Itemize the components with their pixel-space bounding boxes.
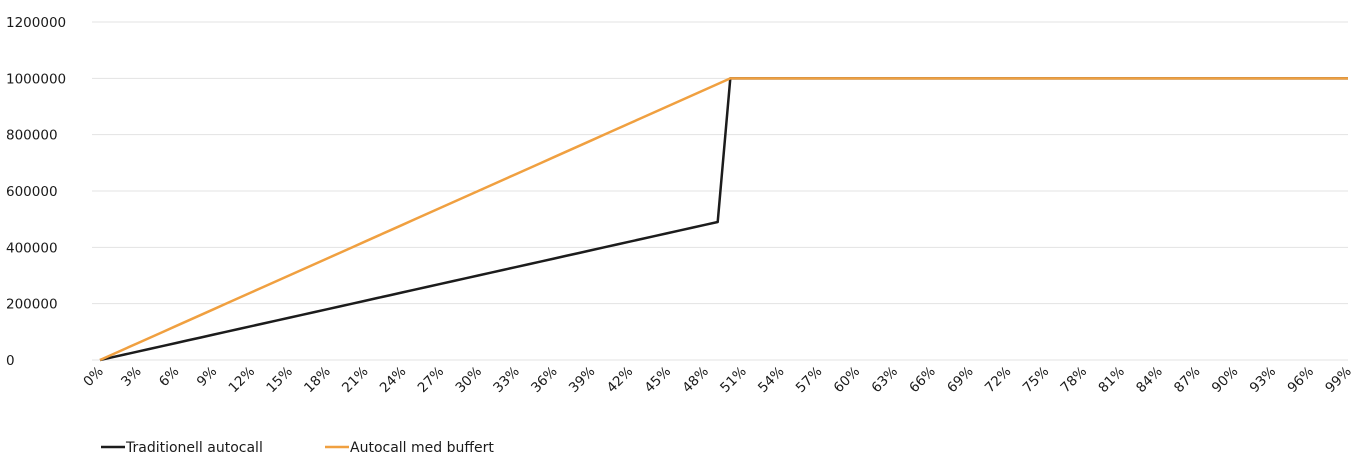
x-tick-label: 60%: [831, 363, 864, 396]
x-tick-label: 15%: [263, 363, 296, 396]
x-tick-label: 72%: [982, 363, 1015, 396]
x-tick-label: 54%: [755, 363, 788, 396]
x-tick-label: 6%: [156, 363, 183, 390]
y-tick-label: 800000: [6, 128, 58, 144]
y-tick-label: 0: [6, 353, 15, 369]
x-tick-label: 9%: [194, 363, 221, 390]
x-tick-label: 42%: [604, 363, 637, 396]
y-tick-label: 1200000: [6, 15, 66, 31]
x-tick-label: 24%: [377, 363, 410, 396]
legend-entry-autocall-med-buffert: Autocall med buffert: [325, 440, 494, 455]
series-lines: [99, 77, 1348, 362]
x-tick-label: 12%: [226, 363, 259, 396]
y-tick-label: 600000: [6, 184, 58, 200]
legend: Traditionell autocall Autocall med buffe…: [101, 440, 494, 455]
x-tick-label: 0%: [80, 363, 107, 390]
series-line-0: [99, 77, 1348, 362]
x-tick-label: 39%: [566, 363, 599, 396]
legend-label-autocall-med-buffert: Autocall med buffert: [350, 440, 494, 455]
x-tick-label: 45%: [642, 363, 675, 396]
x-tick-label: 18%: [301, 363, 334, 396]
y-tick-label: 400000: [6, 240, 58, 256]
x-tick-label: 75%: [1020, 363, 1053, 396]
x-tick-label: 69%: [944, 363, 977, 396]
x-tick-label: 57%: [793, 363, 826, 396]
x-tick-label: 33%: [490, 363, 523, 396]
x-tick-label: 27%: [415, 363, 448, 396]
x-tick-label: 48%: [679, 363, 712, 396]
legend-entry-traditionell-autocall: Traditionell autocall: [101, 440, 263, 455]
x-tick-label: 96%: [1284, 363, 1317, 396]
x-axis-tick-labels: 0% 3% 6% 9% 12% 15% 18% 21% 24% 27% 30% 33% 36% 39% 42…: [80, 363, 1351, 396]
x-tick-label: 66%: [906, 363, 939, 396]
x-tick-label: 78%: [1058, 363, 1091, 396]
x-tick-label: 81%: [1095, 363, 1128, 396]
y-tick-label: 1000000: [6, 71, 66, 87]
x-tick-label: 63%: [868, 363, 901, 396]
x-tick-label: 99%: [1322, 363, 1351, 396]
x-tick-label: 36%: [528, 363, 561, 396]
x-tick-label: 3%: [118, 363, 145, 390]
x-tick-label: 87%: [1171, 363, 1204, 396]
gridlines: [92, 21, 1348, 361]
x-tick-label: 21%: [339, 363, 372, 396]
legend-label-traditionell-autocall: Traditionell autocall: [125, 440, 263, 455]
x-tick-label: 84%: [1133, 363, 1166, 396]
series-line-1: [99, 77, 1348, 362]
x-tick-label: 90%: [1209, 363, 1242, 396]
y-axis-tick-labels: 0 200000 400000 600000 800000 1000000 1200000: [6, 15, 66, 369]
x-tick-label: 93%: [1247, 363, 1280, 396]
y-tick-label: 200000: [6, 297, 58, 313]
x-tick-label: 30%: [452, 363, 485, 396]
x-tick-label: 51%: [717, 363, 750, 396]
